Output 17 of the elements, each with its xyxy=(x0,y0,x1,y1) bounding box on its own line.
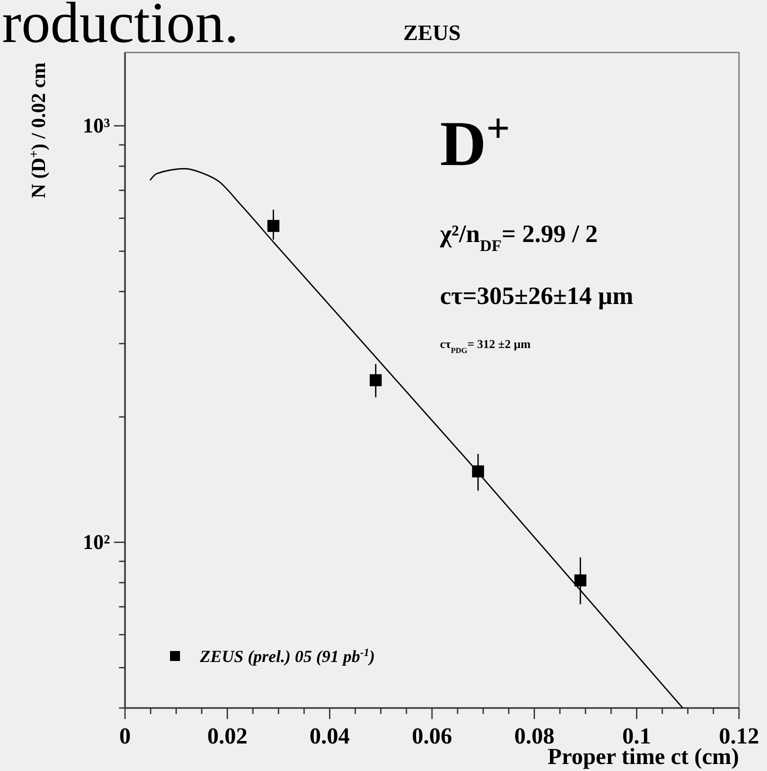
x-tick-label: 0.06 xyxy=(412,723,452,748)
point xyxy=(267,220,280,232)
x-tick-label: 0.04 xyxy=(310,723,350,748)
annotation: D$^{+}$ xyxy=(440,105,510,179)
annotation: χ²/n$_{DF}$= 2.99 / 2 xyxy=(439,221,598,255)
chart-title: ZEUS xyxy=(403,20,461,45)
point xyxy=(574,574,586,586)
y-tick-label: 10³ xyxy=(82,114,110,138)
y-tick-label: 10² xyxy=(82,530,110,554)
x-tick-label: 0 xyxy=(119,723,131,748)
annotation: cτ$_{PDG}$= 312 ±2 µm xyxy=(440,337,531,354)
annotation: roduction. xyxy=(2,0,239,55)
line-series xyxy=(149,168,684,709)
legend-label: ZEUS (prel.) 05 (91 pb$^{-1}$) xyxy=(199,647,375,666)
point xyxy=(370,374,382,386)
x-tick-label: 0.02 xyxy=(207,723,248,748)
annotation: cτ=305±26±14 µm xyxy=(440,283,634,310)
